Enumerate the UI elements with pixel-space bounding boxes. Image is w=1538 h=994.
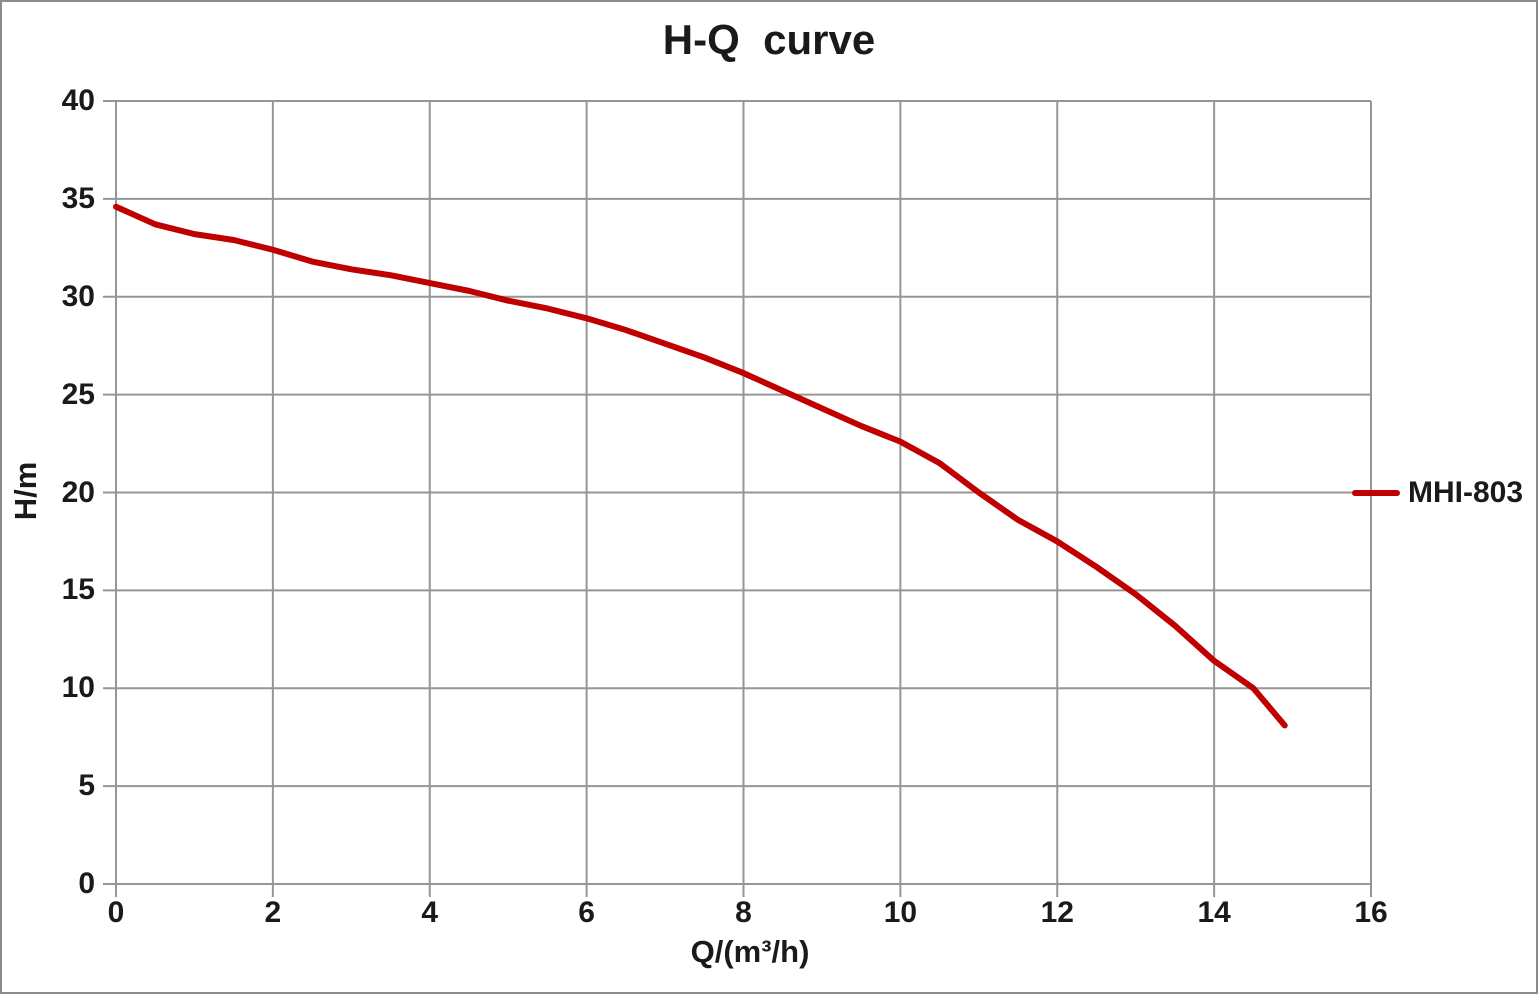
y-axis-title: H/m	[8, 461, 43, 521]
x-tick-label: 6	[578, 896, 595, 929]
x-tick-label: 14	[1197, 896, 1231, 929]
x-axis-title: Q/(m³/h)	[690, 934, 810, 969]
y-tick-label: 20	[61, 475, 95, 509]
x-tick-label: 0	[107, 896, 125, 929]
legend: MHI-803	[1352, 476, 1523, 510]
series-curve	[113, 203, 1288, 729]
x-tick-label: 12	[1040, 896, 1074, 929]
chart-title: H-Q curve	[662, 16, 876, 63]
x-tick-label: 2	[264, 896, 282, 929]
y-tick-label: 25	[61, 377, 95, 411]
y-tick-label: 5	[78, 769, 95, 803]
x-tick-label: 8	[735, 896, 752, 929]
y-tick-label: 10	[61, 671, 95, 705]
x-tick-label: 10	[883, 896, 918, 929]
y-tick-label: 40	[61, 84, 95, 117]
x-tick-label: 4	[421, 896, 439, 929]
legend-line-swatch	[1352, 490, 1400, 496]
y-tick-label: 15	[61, 573, 95, 607]
legend-series-label: MHI-803	[1408, 476, 1524, 509]
y-tick-label: 30	[61, 279, 95, 313]
y-tick-label: 0	[78, 867, 95, 900]
y-tick-label: 35	[61, 181, 95, 215]
x-tick-label: 16	[1354, 896, 1388, 929]
